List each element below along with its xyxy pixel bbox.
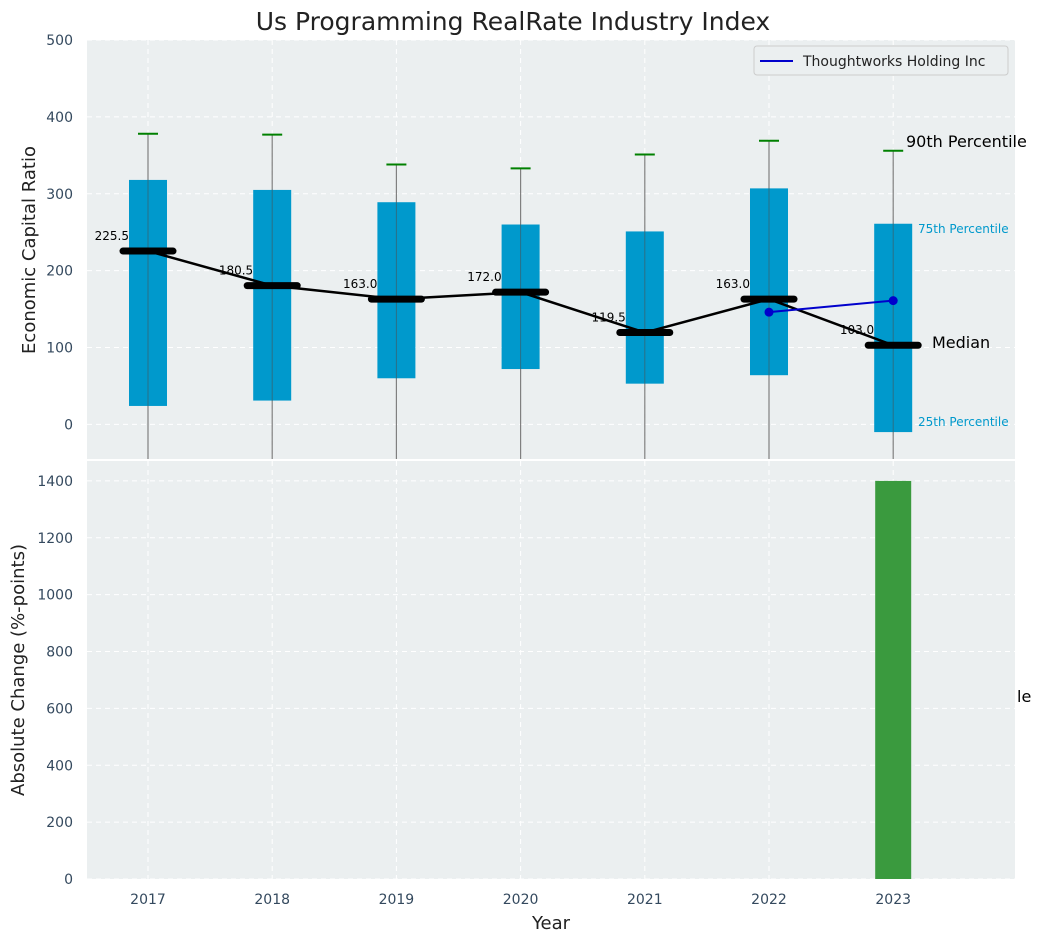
median-value-label-2018: 180.5 — [219, 264, 253, 278]
top-y-tick-label: 300 — [46, 187, 73, 203]
annotation-25th-percentile: 25th Percentile — [918, 415, 1009, 429]
top-panel-background — [87, 40, 1015, 459]
x-tick-label-2020: 2020 — [503, 892, 539, 908]
top-y-tick-label: 200 — [46, 264, 73, 280]
x-tick-label-2019: 2019 — [379, 892, 415, 908]
legend-box — [753, 45, 1009, 76]
x-tick-labels: 2017 2018 2019 2020 2021 2022 2023 — [130, 892, 911, 908]
median-value-label-2022: 163.0 — [716, 277, 750, 291]
top-boxes — [129, 132, 913, 459]
legend: Thoughtworks Holding Inc — [753, 45, 1009, 76]
annotation-median: Median — [932, 333, 990, 352]
bottom-y-tick-labels: 0 200 400 600 800 1000 1200 1400 — [37, 474, 73, 888]
median-value-label-2017: 225.5 — [95, 229, 129, 243]
x-tick-label-2017: 2017 — [130, 892, 166, 908]
bottom-y-tick-label: 1200 — [37, 531, 73, 547]
median-value-label-2023: 103.0 — [840, 323, 874, 337]
company-series-line — [768, 299, 894, 314]
legend-entry-thoughtworks: Thoughtworks Holding Inc — [802, 54, 985, 70]
top-y-tick-label: 400 — [46, 110, 73, 126]
bottom-y-tick-label: 800 — [46, 645, 73, 661]
top-panel: 225.5 180.5 163.0 172.0 119.5 163.0 103.0 0 100… — [19, 33, 1027, 459]
x-tick-label-2022: 2022 — [751, 892, 787, 908]
bottom-y-tick-label: 200 — [46, 815, 73, 831]
top-y-tick-label: 0 — [64, 417, 73, 433]
bottom-y-tick-label: 600 — [46, 701, 73, 717]
change-bar-2023 — [875, 480, 912, 879]
top-company-series — [764, 296, 898, 317]
bottom-bars — [875, 480, 912, 879]
bottom-y-axis-label: Absolute Change (%-points) — [8, 544, 29, 796]
top-medians: 225.5 180.5 163.0 172.0 119.5 163.0 103.0 — [95, 229, 922, 349]
median-value-label-2021: 119.5 — [591, 311, 625, 325]
top-y-axis-label: Economic Capital Ratio — [19, 146, 40, 354]
chart-title: Us Programming RealRate Industry Index — [256, 7, 770, 36]
company-series-point-2023 — [888, 296, 898, 306]
annotation-90th-percentile: 90th Percentile — [906, 132, 1027, 151]
bottom-y-tick-label: 400 — [46, 758, 73, 774]
top-y-tick-label: 500 — [46, 33, 73, 49]
bottom-y-tick-label: 1400 — [37, 474, 73, 490]
clipped-annotation-text: le — [1017, 687, 1031, 706]
median-value-label-2020: 172.0 — [467, 270, 501, 284]
x-tick-label-2023: 2023 — [875, 892, 911, 908]
bottom-panel-background — [87, 461, 1015, 879]
top-y-tick-labels: 0 100 200 300 400 500 — [46, 33, 73, 433]
company-series-point-2022 — [764, 307, 774, 317]
median-value-label-2019: 163.0 — [343, 277, 377, 291]
x-tick-label-2018: 2018 — [254, 892, 290, 908]
annotation-75th-percentile: 75th Percentile — [918, 222, 1009, 236]
bottom-y-tick-label: 1000 — [37, 588, 73, 604]
x-axis-label: Year — [531, 913, 571, 934]
top-y-tick-label: 100 — [46, 341, 73, 357]
x-tick-label-2021: 2021 — [627, 892, 663, 908]
bottom-y-tick-label: 0 — [64, 872, 73, 888]
